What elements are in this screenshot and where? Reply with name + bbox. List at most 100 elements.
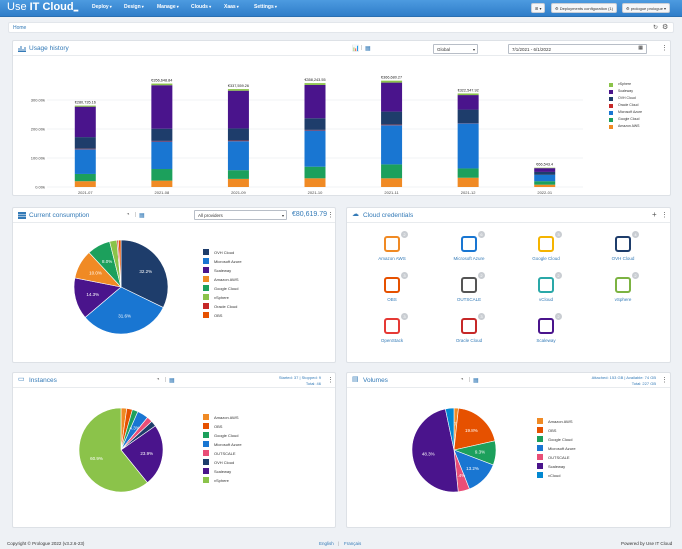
more-options-icon[interactable]: ⋮ bbox=[327, 377, 334, 384]
add-credential-icon[interactable]: + bbox=[652, 210, 657, 219]
credential-google-cloud[interactable]: Google Cloud 3 bbox=[516, 230, 576, 270]
brand-logo[interactable]: Use IT Cloud▂ bbox=[7, 1, 79, 13]
bar-segment[interactable] bbox=[304, 129, 326, 131]
menu-settings[interactable]: Settings bbox=[254, 4, 277, 10]
pie-slice[interactable] bbox=[411, 408, 459, 493]
separator: | bbox=[135, 212, 137, 218]
pie-chart-icon[interactable]: ◔ bbox=[156, 377, 160, 383]
pie-slice[interactable] bbox=[453, 407, 496, 451]
bar-segment[interactable] bbox=[74, 137, 96, 149]
more-options-icon[interactable]: ⋮ bbox=[661, 45, 668, 52]
bar-chart-icon[interactable]: 📊 bbox=[352, 46, 360, 52]
bar-segment[interactable] bbox=[457, 168, 479, 178]
credential-oracle-cloud[interactable]: Oracle Cloud 3 bbox=[439, 312, 499, 352]
bar-segment[interactable] bbox=[151, 140, 173, 142]
bar-segment[interactable] bbox=[227, 178, 249, 187]
bar-segment[interactable] bbox=[457, 109, 479, 124]
bar-segment[interactable] bbox=[381, 124, 403, 126]
bar-segment[interactable] bbox=[227, 90, 249, 129]
provider-select[interactable]: All providers ▾ bbox=[194, 210, 287, 220]
bar-segment[interactable] bbox=[151, 85, 173, 129]
bar-segment[interactable] bbox=[304, 130, 326, 167]
bar-segment[interactable] bbox=[534, 181, 556, 185]
calendar-icon[interactable]: ▦ bbox=[638, 45, 643, 51]
bar-segment[interactable] bbox=[74, 148, 96, 150]
bar-segment[interactable] bbox=[151, 128, 173, 141]
bar-segment[interactable] bbox=[534, 174, 556, 182]
credential-vcloud[interactable]: vCloud 2 bbox=[516, 271, 576, 311]
bar-segment[interactable] bbox=[227, 128, 249, 141]
bar-segment[interactable] bbox=[534, 184, 556, 187]
bar-segment[interactable] bbox=[534, 171, 556, 175]
pie-slice[interactable] bbox=[444, 407, 455, 451]
bar-segment[interactable] bbox=[457, 95, 479, 110]
menu-manage[interactable]: Manage bbox=[157, 4, 179, 10]
bar-segment[interactable] bbox=[74, 149, 96, 174]
credential-amazon-aws[interactable]: Amazon AWS 2 bbox=[362, 230, 422, 270]
lang-french-link[interactable]: Français bbox=[344, 541, 362, 546]
bar-segment[interactable] bbox=[74, 106, 96, 138]
period-select[interactable]: Global ▾ bbox=[433, 44, 478, 54]
bar-segment[interactable] bbox=[381, 111, 403, 125]
bar-segment[interactable] bbox=[457, 93, 479, 96]
credential-openstack[interactable]: OpenStack 3 bbox=[362, 312, 422, 352]
bar-segment[interactable] bbox=[74, 105, 96, 107]
bar-segment[interactable] bbox=[381, 164, 403, 179]
bar-segment[interactable] bbox=[227, 89, 249, 91]
bar-segment[interactable] bbox=[151, 169, 173, 181]
gear-icon[interactable]: ⚙ bbox=[662, 24, 669, 31]
refresh-icon[interactable]: ↻ bbox=[653, 25, 659, 31]
pie-slice[interactable] bbox=[118, 239, 122, 288]
bar-segment[interactable] bbox=[227, 140, 249, 142]
credential-outscale[interactable]: OUTSCALE 2 bbox=[439, 271, 499, 311]
bar-segment[interactable] bbox=[304, 84, 326, 119]
table-view-icon[interactable]: ▦ bbox=[365, 46, 371, 52]
more-options-icon[interactable]: ⋮ bbox=[661, 377, 668, 384]
bar-segment[interactable] bbox=[304, 83, 326, 85]
credential-microsoft-azure[interactable]: Microsoft Azure 6 bbox=[439, 230, 499, 270]
pie-chart-icon[interactable]: ◔ bbox=[460, 377, 464, 383]
bar-segment[interactable] bbox=[457, 177, 479, 187]
bar-segment[interactable] bbox=[304, 118, 326, 130]
table-view-icon[interactable]: ▦ bbox=[139, 213, 145, 219]
grid-menu-button[interactable]: ⊞ ▾ bbox=[531, 3, 546, 13]
credential-vsphere[interactable]: vSphere 2 bbox=[593, 271, 653, 311]
credential-ovh-cloud[interactable]: OVH Cloud 4 bbox=[593, 230, 653, 270]
bar-segment[interactable] bbox=[381, 82, 403, 112]
menu-clouds[interactable]: Clouds bbox=[191, 4, 211, 10]
breadcrumb-home[interactable]: Home bbox=[13, 25, 27, 31]
more-options-icon[interactable]: ⋮ bbox=[661, 212, 668, 219]
bar-segment[interactable] bbox=[381, 125, 403, 165]
bar-segment[interactable] bbox=[74, 181, 96, 187]
bar-segment[interactable] bbox=[534, 168, 556, 172]
bar-segment[interactable] bbox=[381, 80, 403, 83]
table-view-icon[interactable]: ▦ bbox=[169, 378, 175, 384]
bar-segment[interactable] bbox=[381, 178, 403, 187]
bar-segment[interactable] bbox=[304, 178, 326, 187]
deployments-config-button[interactable]: ⚙ Deployments configuration (1) bbox=[551, 3, 618, 13]
bar-segment[interactable] bbox=[304, 166, 326, 179]
pie-slice[interactable] bbox=[78, 407, 148, 493]
menu-deploy[interactable]: Deploy bbox=[92, 4, 112, 10]
date-range-input[interactable]: 7/1/2021 - 6/1/2022 ▦ bbox=[508, 44, 647, 54]
bar-segment[interactable] bbox=[227, 170, 249, 179]
menu-design[interactable]: Design bbox=[124, 4, 144, 10]
credential-obs[interactable]: OBS 3 bbox=[362, 271, 422, 311]
pie-slice[interactable] bbox=[120, 239, 169, 308]
table-view-icon[interactable]: ▦ bbox=[473, 378, 479, 384]
lang-english-link[interactable]: English bbox=[319, 541, 334, 546]
bar-segment[interactable] bbox=[151, 83, 173, 86]
bar-segment[interactable] bbox=[151, 141, 173, 170]
pie-slice[interactable] bbox=[120, 425, 164, 484]
bar-segment[interactable] bbox=[74, 173, 96, 182]
pie-chart-icon[interactable]: ◔ bbox=[126, 212, 130, 218]
menu-xaas[interactable]: Xaas bbox=[224, 4, 239, 10]
more-options-icon[interactable]: ⋮ bbox=[327, 212, 334, 219]
pie-slice[interactable] bbox=[84, 286, 164, 335]
user-menu-button[interactable]: ⚙ prologue prologue ▾ bbox=[622, 3, 671, 13]
bar-segment[interactable] bbox=[151, 180, 173, 187]
bar-segment[interactable] bbox=[457, 123, 479, 169]
legend-swatch bbox=[203, 423, 209, 429]
credential-scaleway[interactable]: Scaleway 2 bbox=[516, 312, 576, 352]
bar-segment[interactable] bbox=[227, 141, 249, 171]
